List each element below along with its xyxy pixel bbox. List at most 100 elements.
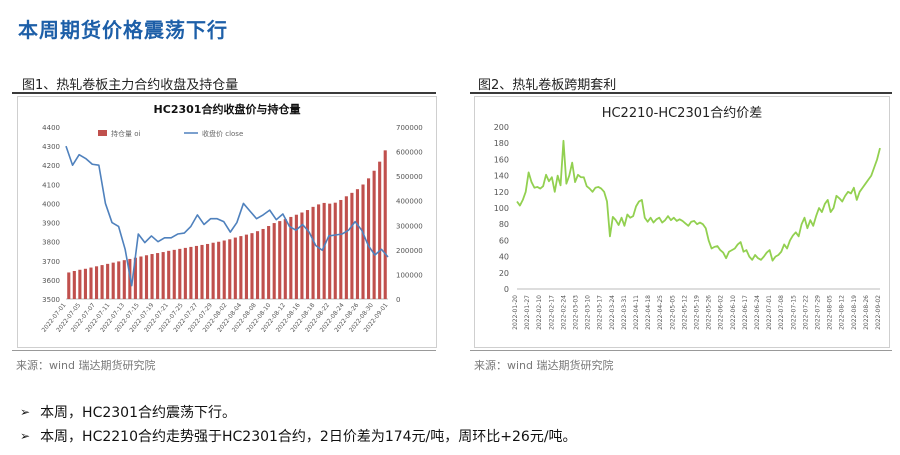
x-tick-label: 2022-02-10: [536, 295, 543, 330]
oi-bar: [350, 192, 354, 299]
legend-oi-swatch: [98, 130, 107, 136]
y-left-tick-label: 3500: [42, 296, 60, 304]
oi-bar: [317, 204, 321, 299]
x-tick-label: 2022-02-17: [548, 295, 555, 330]
oi-bar: [144, 255, 149, 299]
legend-oi-label: 持仓量 oi: [111, 129, 141, 138]
oi-bar: [278, 221, 282, 299]
y-tick-label: 100: [494, 204, 509, 213]
oi-bar: [139, 256, 143, 299]
oi-bar: [211, 242, 215, 299]
x-tick-label: 2022-03-31: [621, 295, 628, 330]
figure-2-source: 来源：wind 瑞达期货研究院: [474, 359, 614, 372]
x-tick-label: 2022-08-12: [839, 295, 846, 330]
y-tick-label: 0: [504, 285, 509, 294]
oi-bar: [89, 267, 93, 299]
chart-1-title: HC2301合约收盘价与持仓量: [154, 102, 301, 116]
oi-bar: [339, 199, 343, 299]
oi-bar: [94, 266, 99, 299]
y-right-tick-label: 600000: [396, 149, 423, 157]
oi-bar: [305, 210, 310, 299]
oi-bar: [122, 260, 126, 299]
x-tick-label: 2022-03-24: [609, 295, 616, 330]
oi-bar: [328, 203, 332, 299]
figure-1-rule: [12, 92, 436, 94]
oi-bar: [200, 244, 204, 299]
oi-bar: [194, 245, 199, 299]
close-price-line: [65, 145, 389, 287]
chart-2-svg: HC2210-HC2301合约价差 0 20 40 60 80 100 120 140 160 18…: [494, 106, 882, 330]
legend-close-label: 收盘价 close: [202, 129, 243, 138]
bullet-list: ➢ 本周，HC2301合约震荡下行。 ➢ 本周，HC2210合约走势强于HC23…: [20, 400, 577, 448]
y-tick-label: 180: [494, 139, 509, 148]
x-tick-label: 2022-07-15: [790, 295, 797, 330]
x-tick-label: 2022-05-05: [669, 295, 676, 330]
oi-bar: [172, 249, 176, 299]
y-right-tick-label: 400000: [396, 198, 423, 206]
oi-bar: [233, 237, 237, 299]
oi-bar: [111, 262, 115, 299]
figure-2-bottom-rule: [470, 350, 892, 351]
oi-bar: [161, 252, 165, 299]
y-right-tick-label: 200000: [396, 247, 423, 255]
y-left-tick-label: 3700: [42, 258, 60, 266]
oi-bar: [372, 170, 376, 299]
oi-bar: [333, 202, 337, 299]
oi-bar: [83, 268, 87, 299]
oi-bar: [183, 247, 187, 299]
oi-bar: [67, 272, 71, 299]
y-tick-label: 40: [499, 253, 509, 262]
y-right-tick-label: 300000: [396, 222, 423, 230]
oi-bar: [367, 178, 371, 299]
oi-bar: [294, 214, 298, 299]
oi-bar: [150, 254, 154, 299]
oi-bar: [378, 161, 382, 299]
y-tick-label: 140: [494, 172, 509, 181]
x-tick-label: 2022-04-25: [657, 295, 664, 330]
y-right-tick-label: 100000: [396, 271, 423, 279]
x-tick-label: 2022-02-24: [560, 295, 567, 330]
y-right-tick-label: 500000: [396, 173, 423, 181]
y-left-tick-label: 4200: [42, 162, 60, 170]
oi-bar: [189, 246, 193, 299]
chart-2-frame: HC2210-HC2301合约价差 0 20 40 60 80 100 120 140 160 18…: [474, 96, 890, 348]
x-tick-label: 2022-06-24: [754, 295, 761, 330]
figure-1-caption: 图1、热轧卷板主力合约收盘及持仓量: [22, 78, 239, 93]
arrow-bullet-icon: ➢: [20, 429, 31, 443]
y-left-tick-label: 3800: [42, 239, 60, 247]
figure-2-rule: [470, 92, 892, 94]
y-tick-label: 60: [499, 236, 509, 245]
x-tick-label: 2022-06-02: [718, 295, 725, 330]
oi-bar: [344, 196, 348, 299]
x-tick-label: 2022-06-10: [730, 295, 737, 330]
oi-bar: [289, 216, 293, 299]
x-tick-label: 2022-05-12: [681, 295, 688, 330]
x-tick-label: 2022-03-10: [585, 295, 592, 330]
oi-bar: [261, 228, 265, 299]
x-tick-label: 2022-05-26: [706, 295, 713, 330]
x-tick-label: 2022-03-03: [573, 295, 580, 330]
x-tick-label: 2022-07-29: [815, 295, 822, 330]
x-tick-label: 2022-07-01: [766, 295, 773, 330]
y-left-tick-label: 3600: [42, 277, 60, 285]
oi-bar: [300, 212, 304, 299]
x-tick-label: 2022-03-17: [597, 295, 604, 330]
y-left-tick-label: 4400: [42, 124, 60, 132]
x-tick-label: 2022-08-26: [863, 295, 870, 330]
oi-bar: [117, 261, 121, 299]
oi-bar: [355, 189, 360, 299]
oi-bar: [311, 206, 315, 299]
x-tick-label: 2022-06-17: [742, 295, 749, 330]
x-tick-label: 2022-01-27: [524, 295, 531, 330]
oi-bar: [255, 231, 260, 299]
oi-bar: [383, 150, 387, 299]
oi-bar: [156, 253, 160, 299]
figure-1-bottom-rule: [12, 350, 436, 351]
x-tick-label: 2022-04-18: [645, 295, 652, 330]
oi-bar: [206, 243, 210, 299]
x-tick-label: 2022-08-19: [851, 295, 858, 330]
y-left-tick-label: 3900: [42, 220, 60, 228]
x-tick-label: 2022-08-05: [827, 295, 834, 330]
oi-bar: [283, 219, 287, 299]
y-tick-label: 200: [494, 123, 509, 132]
